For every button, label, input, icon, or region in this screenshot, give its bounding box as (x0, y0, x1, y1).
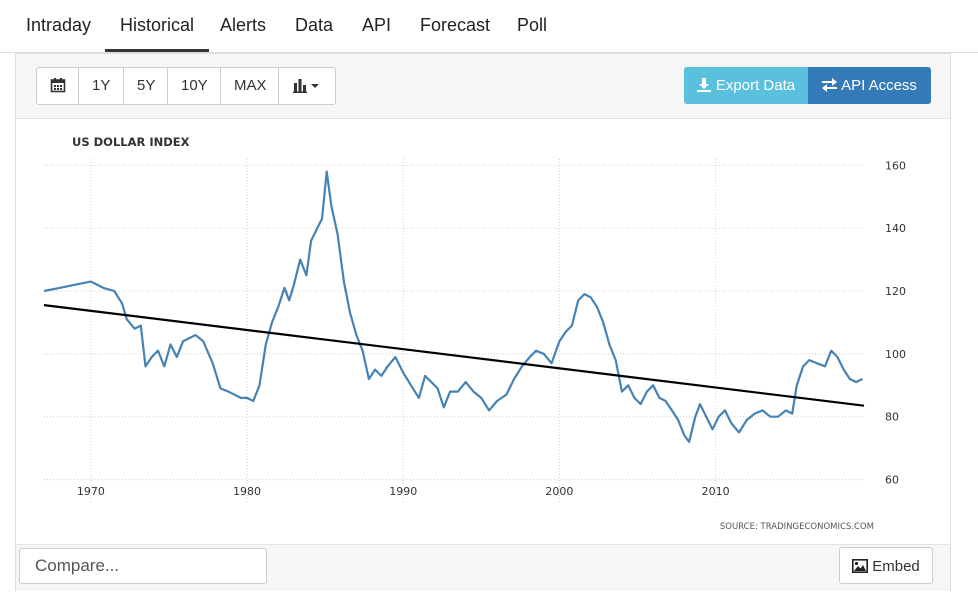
download-icon (696, 77, 711, 92)
dollar-index-chart: US DOLLAR INDEX 60 80 100 120 140 160 1970 1980… (43, 135, 906, 532)
y-tick-label: 100 (885, 348, 906, 361)
range-1y-button[interactable]: 1Y (79, 68, 124, 104)
bar-chart-icon (293, 78, 319, 93)
x-tick-label: 1990 (389, 485, 417, 498)
compare-input[interactable] (19, 548, 267, 584)
tab-forecast[interactable]: Forecast (420, 15, 491, 35)
export-data-button[interactable]: Export Data (684, 67, 808, 104)
chart-panel: 1Y 5Y 10Y MAX Export Data (15, 53, 951, 591)
chart-source: SOURCE: TRADINGECONOMICS.COM (720, 522, 874, 532)
chart-area: US DOLLAR INDEX 60 80 100 120 140 160 1970 1980… (16, 119, 950, 544)
export-data-label: Export Data (715, 77, 796, 94)
trend-line (43, 304, 865, 407)
y-tick-label: 160 (885, 159, 906, 172)
x-tick-label: 1970 (77, 485, 105, 498)
embed-label: Embed (872, 558, 920, 575)
exchange-icon (822, 77, 838, 92)
tab-api[interactable]: API (362, 15, 392, 35)
y-tick-label: 140 (885, 222, 906, 235)
embed-button[interactable]: Embed (839, 547, 933, 584)
tab-historical[interactable]: Historical (105, 0, 210, 52)
tab-data[interactable]: Data (295, 15, 334, 35)
range-5y-button[interactable]: 5Y (124, 68, 168, 104)
calendar-icon (50, 77, 65, 92)
x-tick-label: 1980 (233, 485, 261, 498)
chart-footer: Embed (16, 544, 950, 591)
range-max-button[interactable]: MAX (221, 68, 279, 104)
api-access-label: API Access (841, 77, 917, 94)
chart-type-dropdown[interactable] (279, 68, 335, 104)
y-tick-label: 80 (885, 411, 899, 424)
image-icon (852, 558, 869, 573)
chart-title: US DOLLAR INDEX (72, 135, 190, 149)
tab-bar: Intraday Historical Alerts Data API Fore… (0, 0, 978, 53)
calendar-button[interactable] (37, 68, 79, 104)
api-access-button[interactable]: API Access (808, 67, 931, 104)
tab-intraday[interactable]: Intraday (26, 15, 92, 35)
range-button-group: 1Y 5Y 10Y MAX (36, 67, 336, 105)
x-tick-label: 2000 (545, 485, 573, 498)
tab-poll[interactable]: Poll (517, 15, 548, 35)
y-tick-label: 120 (885, 285, 906, 298)
range-10y-button[interactable]: 10Y (168, 68, 221, 104)
y-tick-label: 60 (885, 474, 899, 487)
tab-alerts[interactable]: Alerts (220, 15, 267, 35)
caret-down-icon (311, 83, 319, 88)
chart-toolbar: 1Y 5Y 10Y MAX Export Data (16, 54, 950, 119)
x-tick-label: 2010 (702, 485, 730, 498)
dollar-index-series-line (43, 170, 863, 443)
